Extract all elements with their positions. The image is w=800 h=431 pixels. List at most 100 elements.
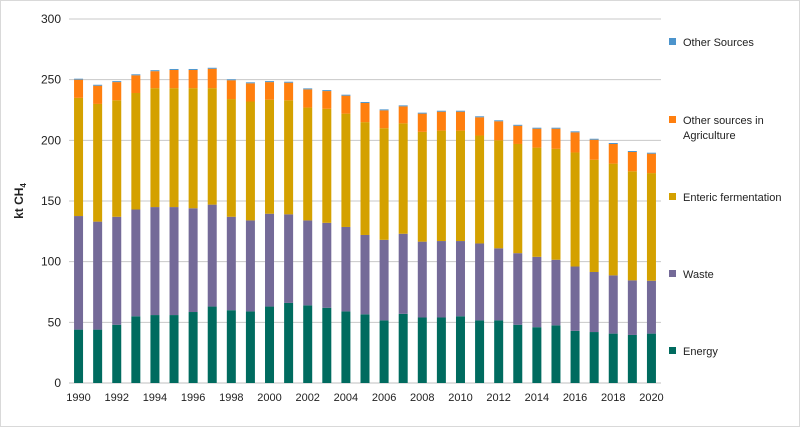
bar-segment-waste — [131, 209, 141, 317]
bar-segment-other-sources — [93, 84, 103, 86]
bar-segment-waste — [589, 271, 599, 333]
bar-segment-waste — [322, 222, 332, 308]
bar-segment-other-sources-in-agriculture — [455, 111, 465, 131]
bar-segment-other-sources — [150, 70, 160, 72]
bar-segment-waste — [112, 216, 122, 325]
x-tick-label: 1998 — [219, 392, 243, 404]
bar-segment-other-sources — [551, 127, 561, 129]
bar-segment-waste — [398, 233, 408, 314]
bar-segment-energy — [608, 333, 618, 383]
bar-segment-other-sources — [627, 151, 637, 152]
bar-segment-other-sources-in-agriculture — [513, 125, 523, 144]
bar-segment-waste — [245, 220, 255, 312]
bar-segment-other-sources-in-agriculture — [608, 143, 618, 164]
bar-segment-waste — [93, 221, 103, 330]
bar-segment-other-sources — [360, 101, 370, 103]
y-axis-label: kt CH4 — [12, 183, 28, 219]
bar-segment-other-sources — [475, 116, 485, 118]
y-tick-label: 100 — [41, 255, 61, 269]
bar-segment-energy — [188, 312, 198, 383]
bar-segment-energy — [226, 310, 236, 383]
y-tick-label: 300 — [41, 12, 61, 26]
bar-segment-enteric-fermentation — [93, 103, 103, 222]
bar-segment-enteric-fermentation — [131, 93, 141, 210]
bar-segment-waste — [188, 208, 198, 313]
bar-segment-energy — [551, 325, 561, 383]
bar-segment-waste — [303, 220, 313, 306]
bar-segment-enteric-fermentation — [207, 88, 217, 205]
bar-segment-waste — [436, 241, 446, 318]
bar-segment-other-sources — [589, 138, 599, 140]
bar-segment-other-sources-in-agriculture — [627, 151, 637, 172]
bar-segment-energy — [341, 311, 351, 383]
bar-segment-energy — [570, 330, 580, 383]
bar-segment-energy — [112, 324, 122, 383]
bar-segment-waste — [532, 256, 542, 328]
bar-segment-energy — [646, 333, 656, 383]
bar-segment-waste — [150, 207, 160, 316]
x-tick-label: 2008 — [410, 392, 434, 404]
bar-segment-other-sources — [131, 74, 141, 76]
bar-segment-energy — [284, 302, 294, 383]
bar-segment-other-sources — [494, 120, 504, 122]
y-tick-label: 200 — [41, 133, 61, 147]
bar-segment-enteric-fermentation — [322, 108, 332, 223]
bar-segment-other-sources-in-agriculture — [188, 69, 198, 89]
bar-segment-enteric-fermentation — [265, 99, 275, 214]
bar-segment-other-sources — [112, 81, 122, 83]
bar-segment-waste — [169, 207, 179, 316]
bar-segment-other-sources — [436, 110, 446, 112]
y-tick-label: 0 — [54, 376, 61, 390]
y-tick-label: 250 — [41, 73, 61, 87]
bars — [74, 67, 656, 383]
bar-segment-other-sources-in-agriculture — [169, 69, 179, 89]
bar-segment-other-sources-in-agriculture — [322, 91, 332, 109]
bar-segment-other-sources-in-agriculture — [646, 153, 656, 174]
x-tick-labels: 1990 1992 1994 1996 1998 2000 2002 2004 2006 2008… — [66, 392, 663, 404]
bar-segment-other-sources-in-agriculture — [112, 82, 122, 101]
bar-segment-other-sources — [398, 105, 408, 107]
bar-segment-energy — [627, 334, 637, 383]
bar-segment-other-sources — [646, 152, 656, 154]
bar-segment-enteric-fermentation — [455, 130, 465, 242]
bar-segment-enteric-fermentation — [436, 130, 446, 242]
bar-segment-other-sources — [532, 127, 542, 129]
bar-segment-enteric-fermentation — [74, 97, 84, 217]
y-tick-labels: 0 50 100 150 200 250 300 — [41, 12, 61, 390]
legend-label: Energy — [683, 346, 718, 358]
bar-segment-other-sources — [570, 131, 580, 133]
bar-segment-waste — [265, 213, 275, 307]
bar-segment-energy — [513, 324, 523, 383]
bar-segment-other-sources-in-agriculture — [417, 113, 427, 132]
bar-segment-energy — [169, 315, 179, 383]
bar-segment-other-sources — [169, 68, 179, 70]
bar-segment-enteric-fermentation — [475, 135, 485, 244]
bar-segment-waste — [74, 216, 84, 330]
bar-segment-other-sources-in-agriculture — [74, 79, 84, 98]
bar-segment-other-sources-in-agriculture — [131, 75, 141, 94]
bar-segment-enteric-fermentation — [513, 143, 523, 254]
bar-segment-energy — [475, 320, 485, 383]
bar-segment-other-sources-in-agriculture — [226, 80, 236, 100]
bar-segment-enteric-fermentation — [284, 100, 294, 215]
bar-segment-enteric-fermentation — [608, 163, 618, 276]
x-tick-label: 1994 — [143, 392, 167, 404]
bar-segment-other-sources — [513, 124, 523, 126]
bar-segment-other-sources-in-agriculture — [150, 71, 160, 89]
bar-segment-waste — [341, 226, 351, 312]
x-tick-label: 2000 — [257, 392, 281, 404]
bar-segment-other-sources — [608, 143, 618, 144]
bar-segment-enteric-fermentation — [627, 171, 637, 281]
bar-segment-energy — [436, 317, 446, 383]
bar-segment-enteric-fermentation — [398, 123, 408, 234]
bar-segment-enteric-fermentation — [570, 152, 580, 267]
x-tick-label: 2014 — [525, 392, 549, 404]
bar-segment-energy — [150, 315, 160, 383]
bar-segment-energy — [322, 307, 332, 383]
bar-segment-energy — [74, 329, 84, 383]
x-tick-label: 2002 — [295, 392, 319, 404]
x-tick-label: 2010 — [448, 392, 472, 404]
bar-segment-other-sources-in-agriculture — [207, 68, 217, 89]
bar-segment-other-sources — [417, 112, 427, 114]
